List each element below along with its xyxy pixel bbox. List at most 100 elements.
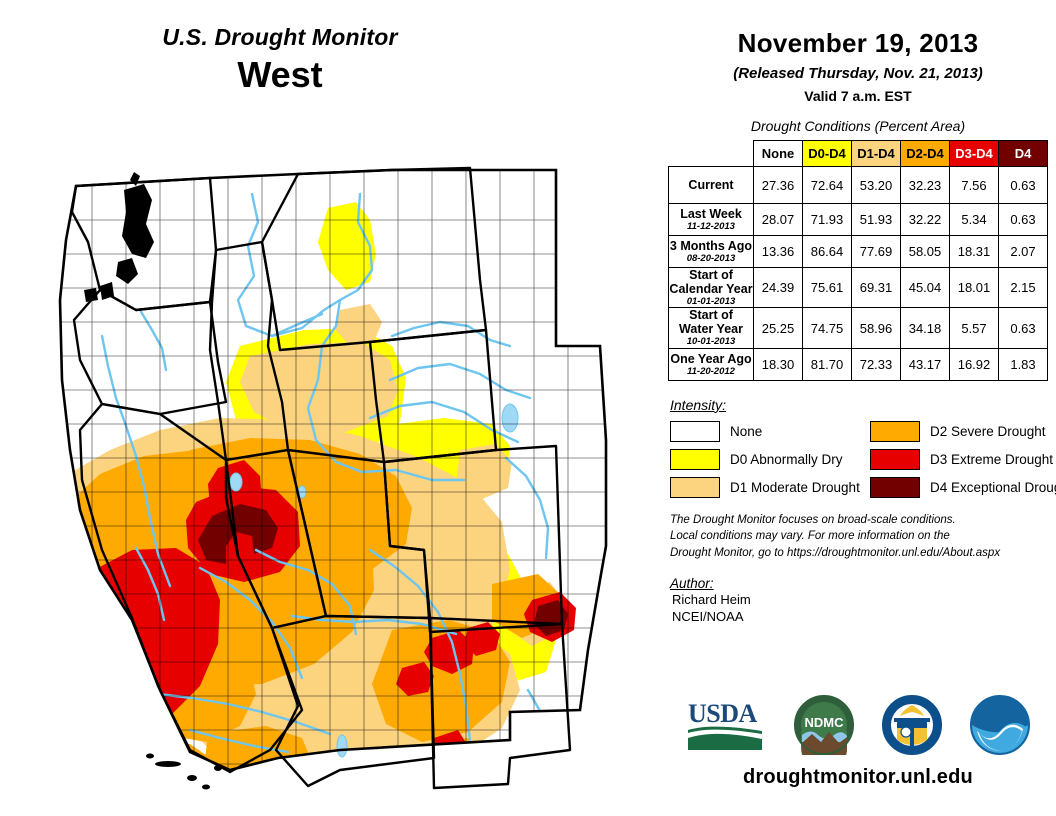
row-label: 3 Months Ago 08-20-2013 <box>668 235 754 268</box>
table-cell-d1-d4: 53.20 <box>851 166 901 204</box>
table-cell-none: 18.30 <box>753 347 803 381</box>
row-label-date: 10-01-2013 <box>686 336 736 348</box>
valid-time: Valid 7 a.m. EST <box>804 88 912 104</box>
table-cell-d2-d4: 32.22 <box>900 203 950 236</box>
row-label: One Year Ago 11-20-2012 <box>668 347 754 381</box>
author-affiliation: NCEI/NOAA <box>672 609 744 625</box>
drought-map[interactable] <box>40 150 640 790</box>
table-cell-d4: 0.63 <box>998 166 1048 204</box>
disclaimer-line-2: Local conditions may vary. For more info… <box>670 530 950 543</box>
row-label: Start of Calendar Year 01-01-2013 <box>668 266 754 309</box>
row-label: Last Week 11-12-2013 <box>668 203 754 236</box>
row-label-name: 3 Months Ago <box>669 238 753 253</box>
map-rivers <box>100 192 554 754</box>
map-region-title: West <box>237 54 323 95</box>
table-cell-d2-d4: 43.17 <box>900 347 950 381</box>
row-label-date: 11-20-2012 <box>687 365 735 377</box>
legend-swatch <box>670 420 720 442</box>
map-state-borders <box>70 166 572 790</box>
table-cell-d2-d4: 32.23 <box>900 166 950 204</box>
legend-label: D4 Exceptional Drought <box>930 479 1056 495</box>
table-cell-d3-d4: 5.57 <box>949 307 999 349</box>
row-label-name: Start of Water Year <box>679 308 743 337</box>
column-header-d2-d4: D2-D4 <box>900 140 950 167</box>
legend-swatch <box>870 448 920 470</box>
author-block: Author: Richard Heim NCEI/NOAA <box>670 576 1056 626</box>
disclaimer-text: The Drought Monitor focuses on broad-sca… <box>670 512 1056 562</box>
disclaimer-line-1: The Drought Monitor focuses on broad-sca… <box>670 513 956 526</box>
table-cell-d1-d4: 69.31 <box>851 266 901 309</box>
table-cell-d4: 2.07 <box>998 235 1048 268</box>
legend-label: D1 Moderate Drought <box>730 479 860 495</box>
header-spacer <box>669 141 754 167</box>
table-cell-d0-d4: 75.61 <box>802 266 852 309</box>
table-row: Last Week 11-12-2013 28.07 71.93 51.93 32.22 5… <box>668 203 1048 236</box>
svg-text:USDA: USDA <box>688 699 758 728</box>
column-header-none: None <box>753 140 803 167</box>
logo-row: USDA NDMC <box>660 690 1056 760</box>
svg-text:NOAA: NOAA <box>985 709 1014 720</box>
table-cell-none: 24.39 <box>753 266 803 309</box>
info-panel: November 19, 2013 (Released Thursday, No… <box>660 0 1056 816</box>
table-cell-d4: 1.83 <box>998 347 1048 381</box>
legend-item: D1 Moderate Drought <box>670 476 870 498</box>
row-label-date: 01-01-2013 <box>686 296 736 307</box>
drought-map-svg[interactable] <box>40 150 640 790</box>
table-cell-d2-d4: 34.18 <box>900 307 950 349</box>
table-cell-d0-d4: 86.64 <box>802 235 852 268</box>
legend-label: D3 Extreme Drought <box>930 451 1054 467</box>
table-row: Start of Calendar Year 01-01-2013 24.39 75.6… <box>668 266 1048 309</box>
table-cell-d3-d4: 5.34 <box>949 203 999 236</box>
usdc-logo <box>882 695 942 755</box>
legend-label: None <box>730 423 763 439</box>
row-label-date: 11-12-2013 <box>687 220 735 232</box>
svg-text:NDMC: NDMC <box>805 715 845 730</box>
table-body: Current 27.36 72.64 53.20 32.23 7.56 0.63 Last … <box>668 166 1048 381</box>
table-caption: Drought Conditions (Percent Area) <box>750 118 966 134</box>
legend-item: D0 Abnormally Dry <box>670 448 870 470</box>
table-cell-d0-d4: 71.93 <box>802 203 852 236</box>
ndmc-logo: NDMC <box>794 695 854 755</box>
usda-logo: USDA <box>688 699 762 750</box>
table-cell-d2-d4: 58.05 <box>900 235 950 268</box>
table-cell-d0-d4: 74.75 <box>802 307 852 349</box>
table-cell-d4: 0.63 <box>998 307 1048 349</box>
row-label: Current <box>668 166 754 204</box>
drought-conditions-table: None D0-D4 D1-D4 D2-D4 D3-D4 D4 Current 2… <box>668 140 1048 381</box>
table-cell-d1-d4: 58.96 <box>851 307 901 349</box>
table-cell-none: 25.25 <box>753 307 803 349</box>
map-panel: U.S. Drought Monitor West <box>0 24 640 790</box>
release-date: (Released Thursday, Nov. 21, 2013) <box>733 65 983 82</box>
table-cell-d3-d4: 7.56 <box>949 166 999 204</box>
legend-item: D3 Extreme Drought <box>870 448 1056 470</box>
map-title-block: U.S. Drought Monitor West <box>0 24 560 93</box>
intensity-title: Intensity: <box>670 396 727 413</box>
legend-swatch <box>870 476 920 498</box>
table-cell-d1-d4: 72.33 <box>851 347 901 381</box>
table-cell-none: 13.36 <box>753 235 803 268</box>
row-label: Start of Water Year 10-01-2013 <box>668 307 754 349</box>
noaa-logo: NOAA <box>970 695 1030 755</box>
site-url[interactable]: droughtmonitor.unl.edu <box>743 766 973 788</box>
row-label-date: 08-20-2013 <box>686 252 736 264</box>
row-label-name: One Year Ago <box>670 351 752 366</box>
table-cell-d3-d4: 16.92 <box>949 347 999 381</box>
date-block: November 19, 2013 (Released Thursday, No… <box>660 0 1056 104</box>
row-label-name: Current <box>688 178 734 192</box>
table-cell-d3-d4: 18.01 <box>949 266 999 309</box>
author-name: Richard Heim <box>672 591 751 607</box>
legend-grid: None D2 Severe Drought D0 Abnormally Dry D3… <box>670 420 1056 498</box>
table-cell-none: 28.07 <box>753 203 803 236</box>
map-outline <box>58 168 608 772</box>
table-cell-d0-d4: 81.70 <box>802 347 852 381</box>
map-coastal-detail <box>84 172 222 790</box>
table-cell-d2-d4: 45.04 <box>900 266 950 309</box>
table-row: One Year Ago 11-20-2012 18.30 81.70 72.33 43.… <box>668 347 1048 381</box>
table-row: Current 27.36 72.64 53.20 32.23 7.56 0.63 <box>668 166 1048 204</box>
column-header-d0-d4: D0-D4 <box>802 140 852 167</box>
table-cell-none: 27.36 <box>753 166 803 204</box>
layer-d4 <box>198 504 568 636</box>
legend-swatch <box>670 448 720 470</box>
legend-item: None <box>670 420 870 442</box>
map-title: U.S. Drought Monitor <box>162 24 398 50</box>
